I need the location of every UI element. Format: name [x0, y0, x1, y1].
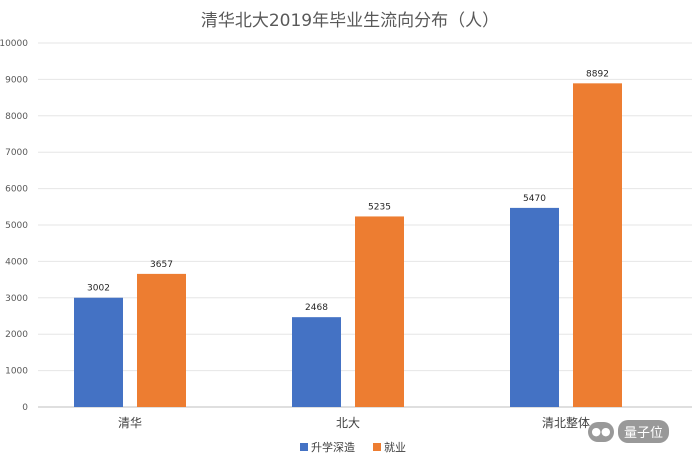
- y-tick-label: 7000: [5, 148, 28, 158]
- y-tick-label: 3000: [5, 294, 28, 304]
- data-label: 2468: [305, 303, 328, 313]
- y-tick-label: 2000: [5, 330, 28, 340]
- bar: [292, 317, 341, 407]
- data-labels: 3002 3657 2468 5235 5470 8892: [87, 69, 609, 313]
- data-label: 8892: [586, 69, 609, 79]
- legend-label: 就业: [384, 440, 406, 454]
- legend-label: 升学深造: [311, 440, 355, 454]
- y-tick-label: 10000: [0, 39, 28, 49]
- bar: [355, 216, 404, 407]
- y-axis-ticks: 0 1000 2000 3000 4000 5000 6000 7000 8000 9000 100…: [0, 39, 28, 413]
- legend-swatch: [373, 443, 381, 451]
- data-label: 3657: [150, 260, 173, 270]
- y-tick-label: 4000: [5, 257, 28, 267]
- y-tick-label: 9000: [5, 75, 28, 85]
- y-tick-label: 1000: [5, 367, 28, 377]
- legend: 升学深造 就业: [300, 440, 406, 454]
- bar: [573, 83, 622, 407]
- data-label: 3002: [87, 284, 110, 294]
- bar: [137, 273, 186, 407]
- bars: [74, 83, 622, 407]
- y-tick-label: 0: [22, 403, 28, 413]
- wechat-icon: ●●: [588, 421, 614, 442]
- data-label: 5470: [523, 194, 546, 204]
- x-axis-categories: 清华 北大 清北整体: [118, 415, 590, 430]
- y-tick-label: 8000: [5, 112, 28, 122]
- watermark-text: 量子位: [618, 420, 670, 443]
- bar: [510, 207, 559, 407]
- category-label: 北大: [336, 416, 360, 430]
- category-label: 清北整体: [542, 415, 590, 430]
- y-tick-label: 5000: [5, 221, 28, 231]
- category-label: 清华: [118, 416, 142, 430]
- watermark: ●● 量子位: [588, 420, 670, 443]
- y-tick-label: 6000: [5, 185, 28, 195]
- chart-title: 清华北大2019年毕业生流向分布（人）: [200, 11, 500, 31]
- bar: [74, 297, 123, 407]
- data-label: 5235: [368, 202, 391, 212]
- legend-swatch: [300, 443, 308, 451]
